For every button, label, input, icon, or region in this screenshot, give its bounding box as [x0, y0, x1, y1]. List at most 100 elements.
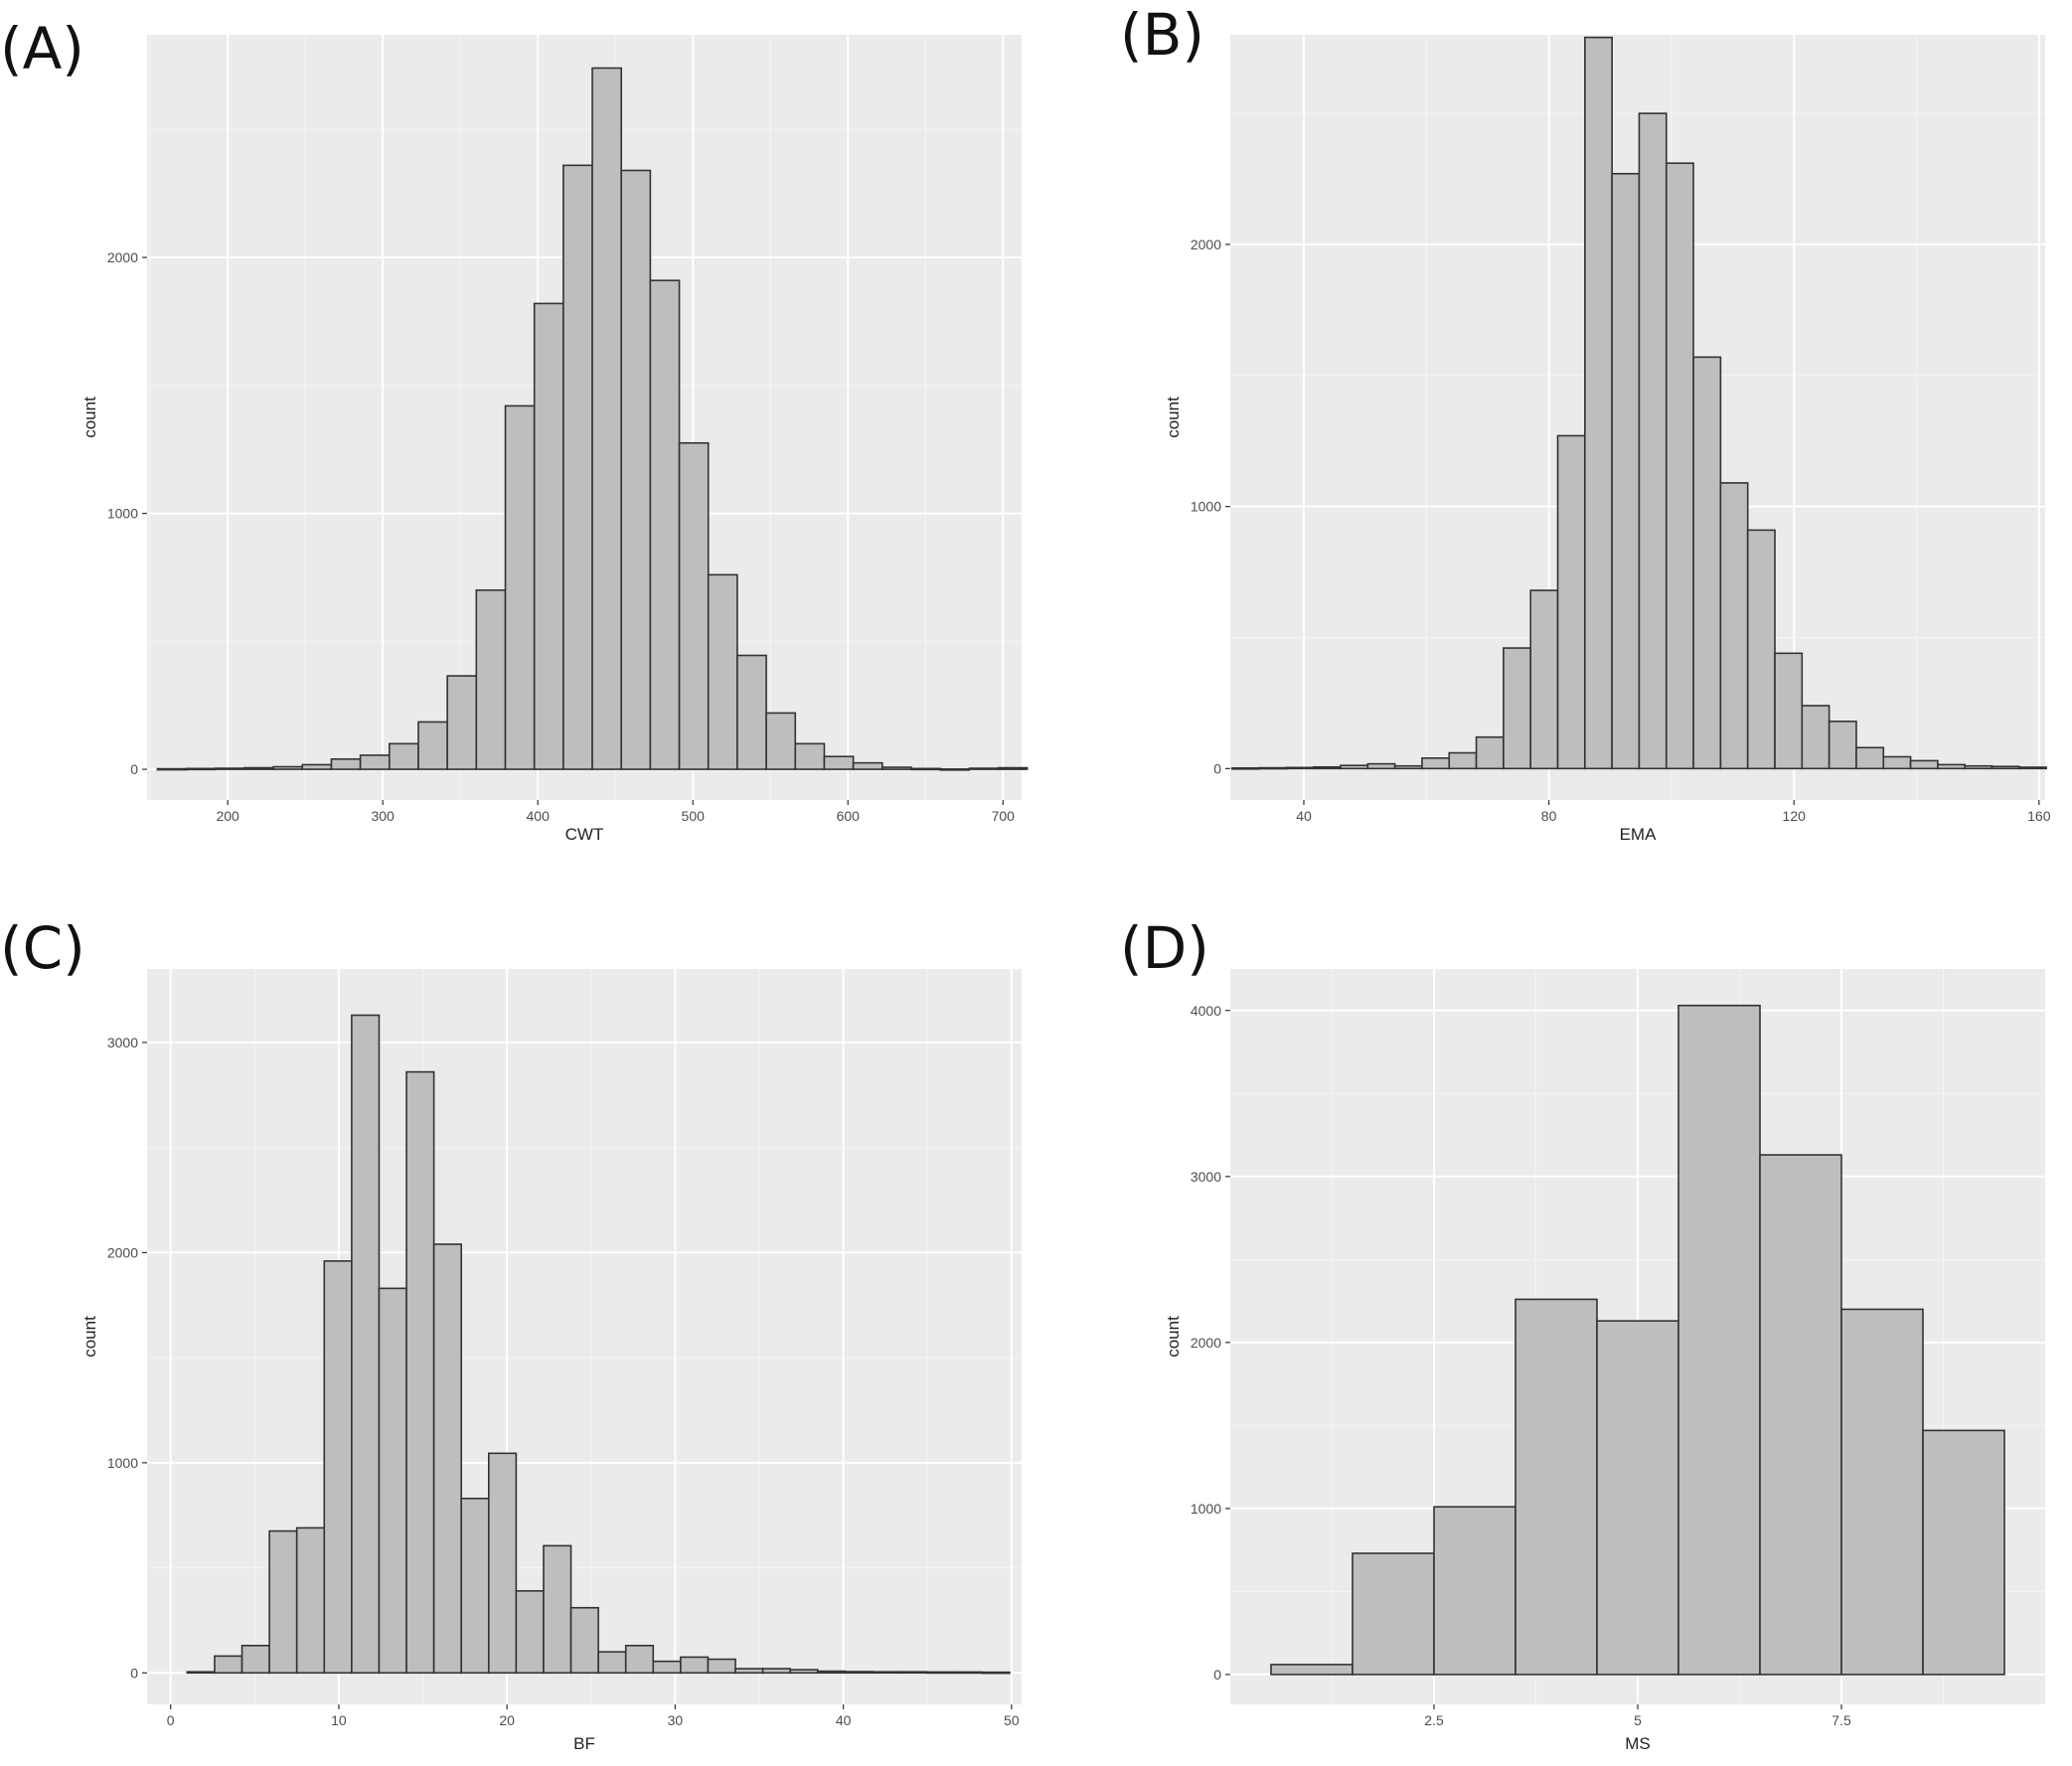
x-tick-label: 80	[1541, 808, 1557, 824]
histogram-bar	[432, 1243, 463, 1675]
x-tick-label: 500	[682, 808, 706, 824]
x-axis-title: EMA	[1620, 825, 1658, 844]
histogram-bar	[624, 1644, 655, 1675]
x-tick-label: 5	[1634, 1712, 1642, 1728]
y-axis-title: count	[1164, 1316, 1183, 1358]
histogram-bar	[487, 1452, 518, 1675]
y-tick-label: 2000	[107, 249, 138, 265]
x-tick-label: 120	[1783, 808, 1807, 824]
y-tick-label: 0	[1213, 760, 1221, 776]
histogram-bar	[1503, 647, 1531, 770]
histogram-bar	[543, 1544, 572, 1675]
histogram-bar	[910, 767, 941, 771]
y-tick-label: 2000	[1191, 237, 1221, 252]
histogram-bar	[351, 1014, 381, 1675]
histogram-bar	[214, 1655, 243, 1675]
histogram-bar	[156, 767, 188, 771]
histogram-bar	[765, 712, 797, 770]
histogram-bar	[533, 302, 564, 770]
histogram-bar	[1638, 112, 1668, 770]
y-tick-label: 3000	[1191, 1169, 1221, 1185]
histogram-bar	[185, 767, 217, 771]
x-tick-label: 50	[1004, 1712, 1020, 1728]
histogram-bar	[1270, 1664, 1354, 1676]
histogram-bar	[1230, 767, 1260, 770]
histogram-bar	[707, 573, 738, 770]
x-axis-title: MS	[1625, 1734, 1651, 1753]
histogram-bar	[881, 766, 912, 770]
histogram-bar	[330, 757, 362, 770]
histogram-bar	[1855, 746, 1885, 770]
histogram-bar	[852, 761, 883, 770]
y-axis-title: count	[80, 397, 99, 438]
histogram-bar	[1937, 763, 1967, 770]
histogram-bar	[1840, 1308, 1924, 1676]
x-tick-label: 0	[167, 1712, 175, 1728]
x-tick-label: 40	[1296, 808, 1312, 824]
histogram-bar	[515, 1590, 545, 1675]
y-tick-label: 0	[130, 761, 138, 777]
x-tick-label: 700	[992, 808, 1016, 824]
histogram-bar	[417, 721, 448, 770]
histogram-bar	[1596, 1320, 1679, 1676]
histogram-bar	[1692, 356, 1722, 770]
histogram-bar	[1475, 735, 1505, 770]
histogram-bar	[1964, 764, 1993, 770]
histogram-bar	[1285, 766, 1315, 770]
histogram-bar	[823, 755, 855, 770]
histogram-bar	[1340, 764, 1369, 770]
histogram-bar	[475, 589, 507, 770]
histogram-bar	[1514, 1298, 1598, 1676]
y-tick-label: 0	[130, 1665, 138, 1681]
histogram-bar	[761, 1668, 792, 1675]
y-tick-label: 1000	[107, 506, 138, 522]
histogram-bar	[569, 1606, 599, 1675]
histogram-bar	[1556, 434, 1586, 770]
histogram-bar	[794, 742, 826, 770]
histogram-bf: 0 10 20 30 40 50 0 1000 2000 3000 BF count	[80, 969, 1022, 1753]
histogram-bar	[240, 1644, 270, 1675]
histogram-bar	[678, 441, 710, 770]
histogram-bar	[268, 1529, 298, 1675]
x-tick-label: 30	[668, 1712, 684, 1728]
x-axis-title: CWT	[565, 825, 604, 844]
histogram-bar	[1922, 1429, 2005, 1676]
x-axis-title: BF	[573, 1734, 595, 1753]
histogram-bar	[405, 1070, 435, 1675]
histogram-bar	[872, 1671, 901, 1675]
x-tick-label: 2.5	[1424, 1712, 1444, 1728]
histogram-bar	[652, 1660, 682, 1675]
histogram-bar	[844, 1671, 874, 1675]
histogram-bar	[680, 1656, 710, 1675]
histogram-bar	[926, 1671, 956, 1675]
histogram-bar	[359, 754, 391, 770]
histogram-bar	[562, 164, 593, 770]
histogram-bar	[898, 1671, 928, 1675]
x-tick-label: 160	[2027, 808, 2051, 824]
x-tick-label: 40	[836, 1712, 852, 1728]
histogram-bar	[504, 404, 536, 770]
histogram-bar	[1352, 1552, 1435, 1676]
histogram-bar	[1584, 36, 1613, 770]
histogram-bar	[981, 1671, 1011, 1675]
histogram-bar	[1448, 751, 1478, 770]
y-axis-title: count	[1164, 397, 1183, 438]
histogram-bar	[2018, 766, 2047, 770]
histogram-bar	[620, 169, 652, 770]
histogram-ms: 2.5 5 7.5 0 1000 2000 3000 4000 MS count	[1164, 969, 2045, 1753]
y-axis-title: count	[80, 1316, 99, 1358]
panel-label-b: (B)	[1120, 1, 1205, 69]
y-tick-label: 1000	[107, 1455, 138, 1471]
y-tick-label: 0	[1213, 1667, 1221, 1683]
histogram-bar	[1611, 172, 1641, 770]
histogram-bar	[1828, 721, 1857, 770]
histogram-bar	[446, 675, 478, 770]
histogram-bar	[649, 279, 681, 770]
histogram-bar	[1312, 765, 1342, 770]
x-tick-label: 200	[216, 808, 239, 824]
histogram-bar	[378, 1287, 407, 1675]
histogram-bar	[736, 654, 767, 770]
histogram-bar	[1393, 764, 1423, 770]
histogram-bar	[1909, 759, 1939, 770]
histogram-cwt: 200 300 400 500 600 700 0 1000 2000 CWT count	[80, 35, 1029, 844]
